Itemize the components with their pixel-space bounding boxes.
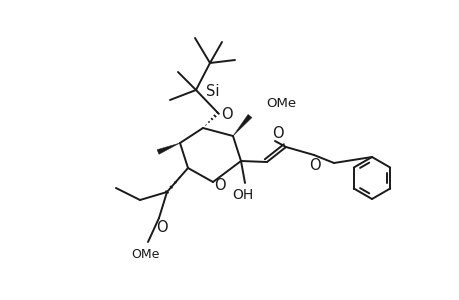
Text: O: O [272,125,283,140]
Text: O: O [221,106,232,122]
Text: O: O [156,220,168,236]
Text: O: O [308,158,320,172]
Polygon shape [157,143,179,154]
Text: OMe: OMe [265,97,296,110]
Text: OH: OH [232,188,253,202]
Text: O: O [214,178,225,193]
Text: Si: Si [206,83,219,98]
Polygon shape [233,114,252,136]
Text: OMe: OMe [130,248,159,260]
